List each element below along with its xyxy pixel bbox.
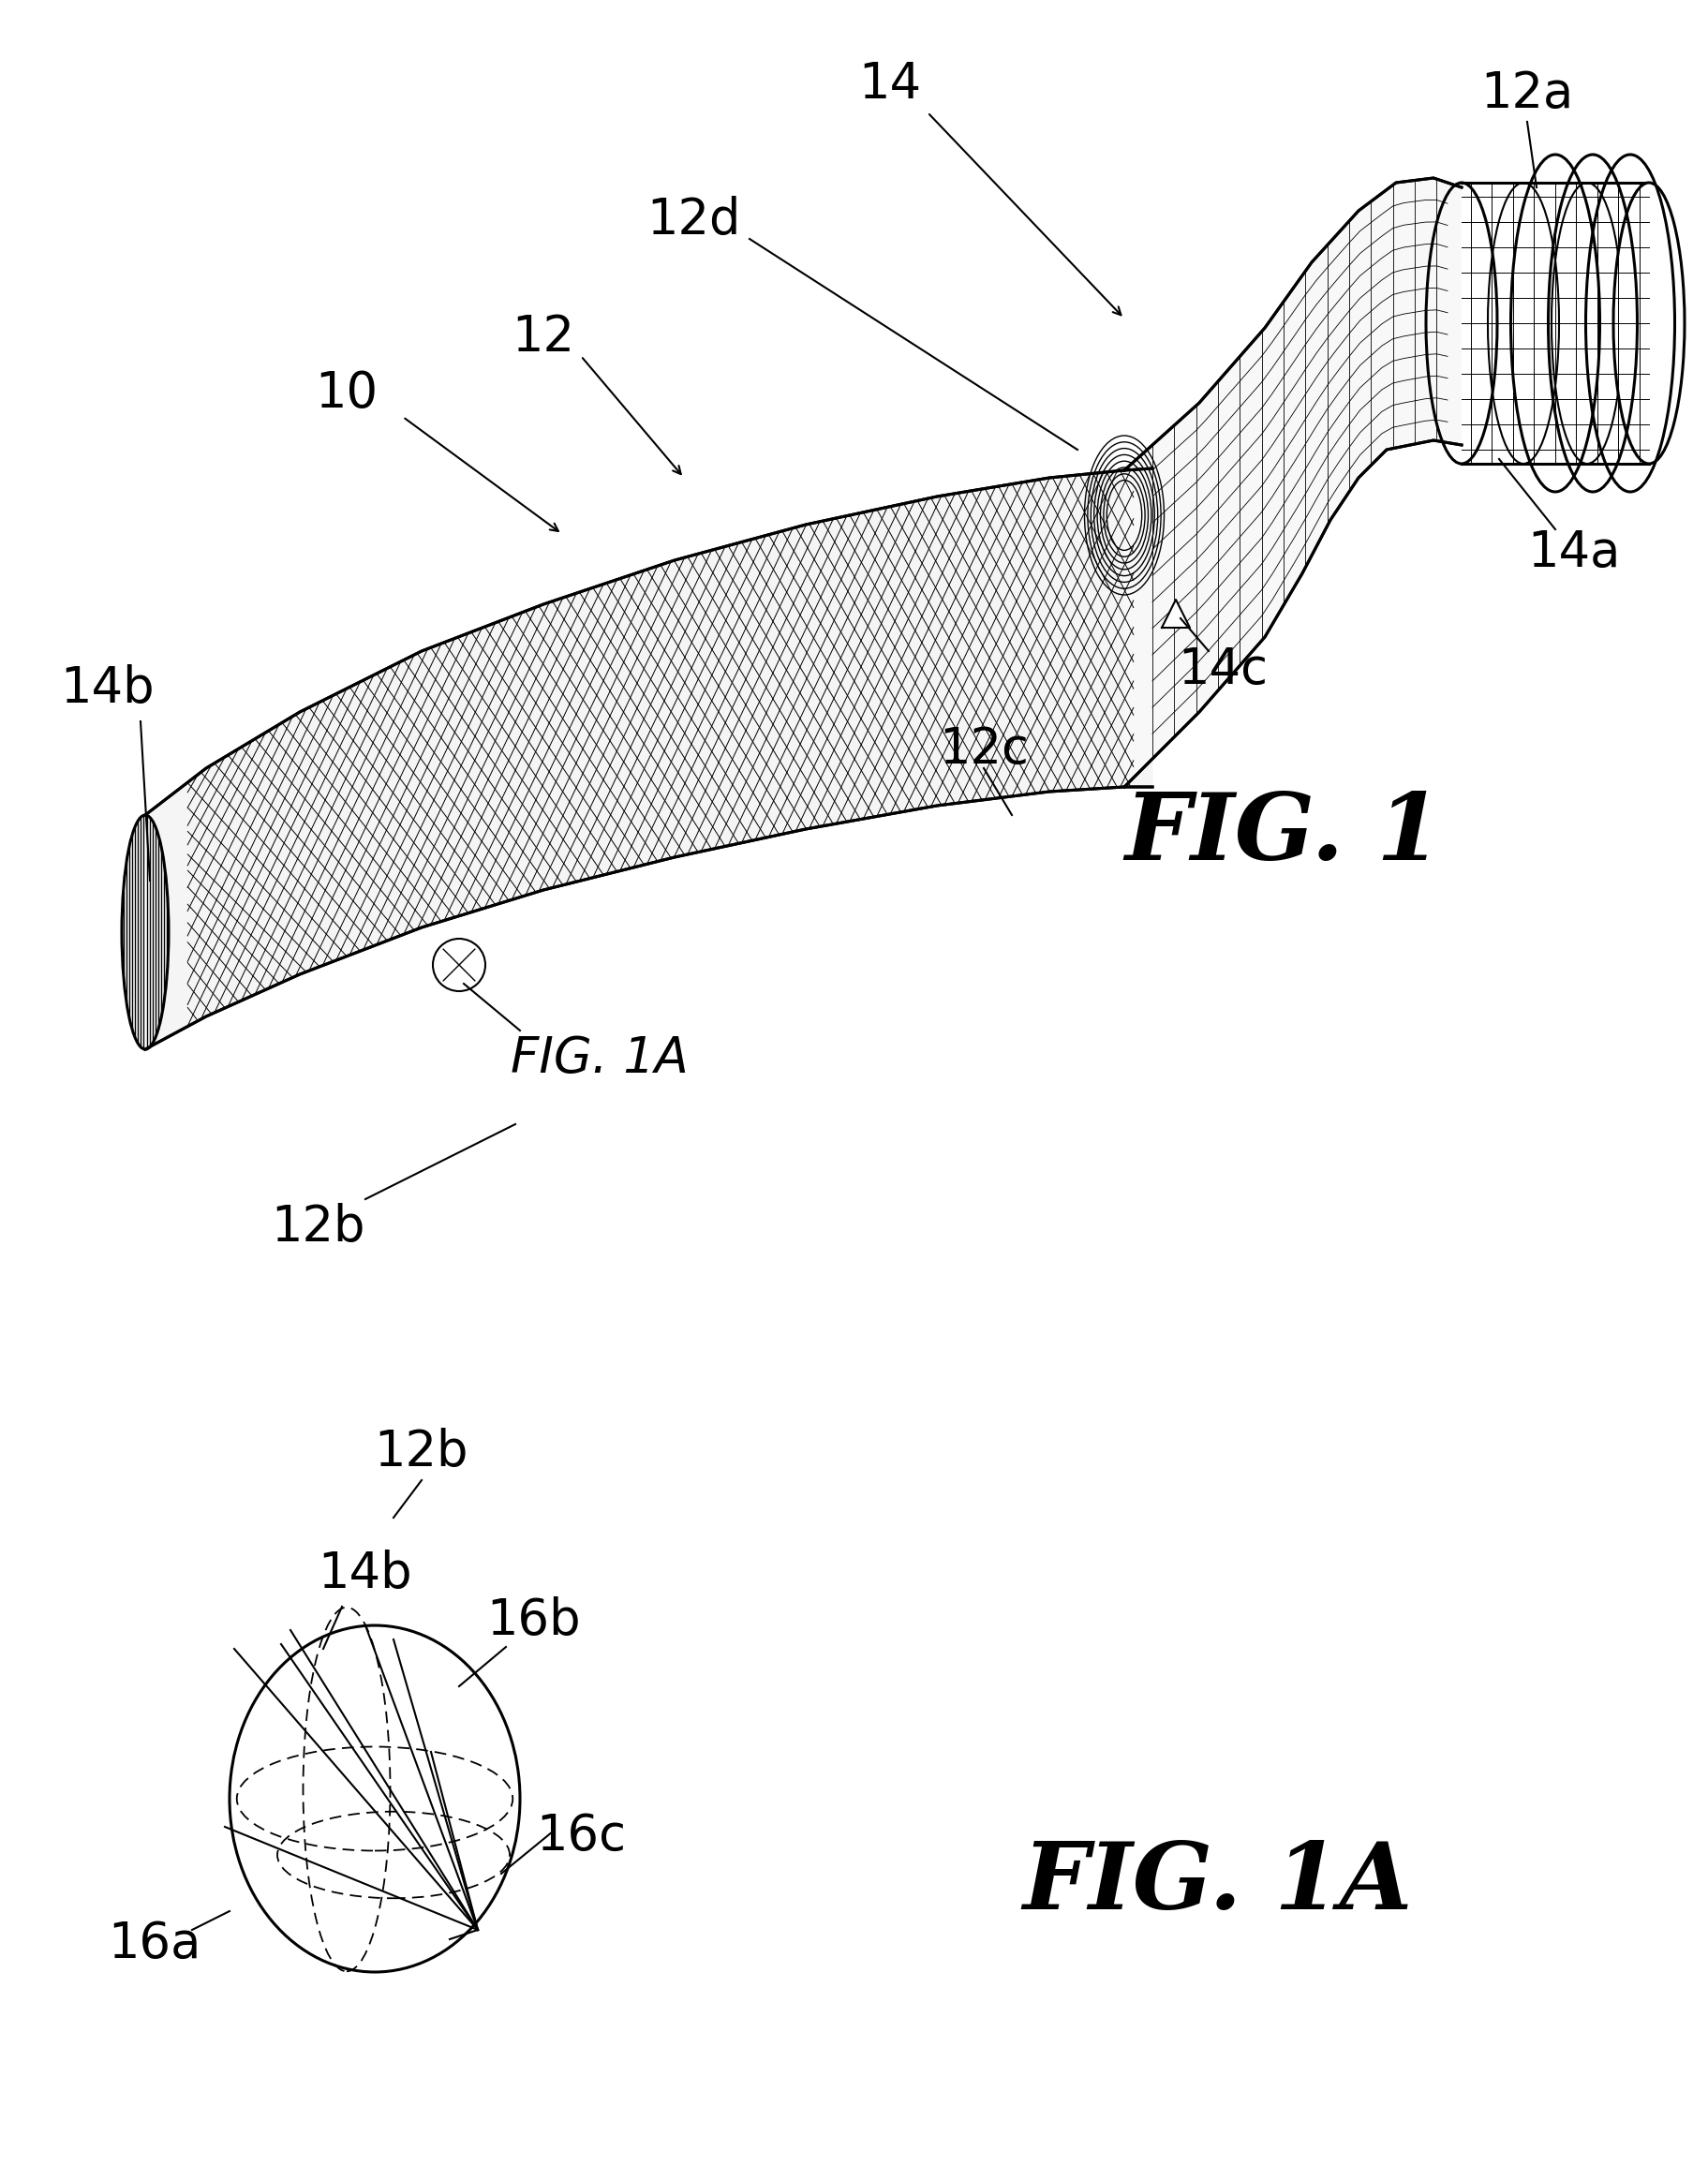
Text: 10: 10 [314, 368, 377, 419]
Text: 14a: 14a [1527, 528, 1619, 578]
Polygon shape [1460, 183, 1648, 464]
Text: 14c: 14c [1177, 645, 1267, 693]
Polygon shape [145, 469, 1151, 1049]
Text: 12c: 12c [938, 726, 1028, 774]
Text: 16b: 16b [487, 1596, 581, 1646]
Polygon shape [1161, 600, 1189, 628]
Text: 14b: 14b [318, 1550, 412, 1598]
Text: 14: 14 [857, 61, 921, 109]
Text: 12: 12 [512, 314, 574, 362]
Text: FIG. 1A: FIG. 1A [1023, 1838, 1413, 1929]
Polygon shape [1124, 179, 1460, 787]
Text: FIG. 1A: FIG. 1A [511, 1033, 688, 1083]
Text: FIG. 1: FIG. 1 [1124, 789, 1442, 879]
Ellipse shape [1612, 183, 1684, 464]
Text: 14b: 14b [60, 665, 155, 713]
Text: 12b: 12b [272, 1203, 366, 1251]
Ellipse shape [121, 815, 169, 1049]
Text: 12a: 12a [1479, 70, 1573, 118]
Text: 12d: 12d [646, 196, 740, 244]
Text: 16c: 16c [536, 1812, 625, 1860]
Text: 12b: 12b [374, 1428, 468, 1476]
Text: 16a: 16a [108, 1921, 202, 1969]
